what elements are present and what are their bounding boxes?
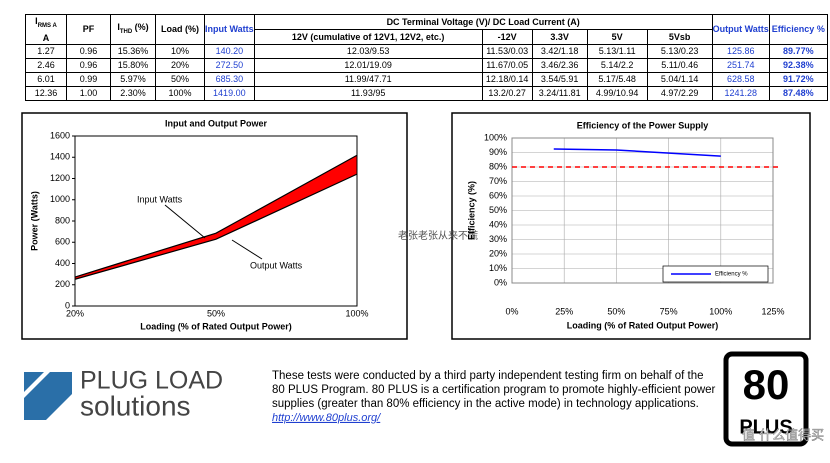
y-tick-label: 600 [55, 237, 70, 247]
y-tick-label: 40% [489, 219, 507, 229]
plot-frame [511, 137, 774, 284]
y-tick-label: 100% [484, 132, 507, 142]
y-tick-label: 50% [489, 205, 507, 215]
y-tick-label: 30% [489, 234, 507, 244]
data-table: IRMS A A PF ITHD (%) Load (%) Input Watts DC T… [25, 14, 828, 101]
header-row: IRMS A A PF ITHD (%) Load (%) Input Watts DC T… [25, 14, 828, 45]
table-row: 1.27 0.96 15.36% 10% 140.20 12.03/9.53 11.53/0… [25, 43, 828, 59]
table-row: 12.36 1.00 2.30% 100% 1419.00 11.93/95 13.2/0.… [25, 85, 828, 101]
x-tick-label: 0% [505, 306, 518, 316]
y-tick-label: 400 [55, 258, 70, 268]
legend-label: Efficiency % [715, 272, 748, 278]
y-tick-label: 20% [489, 248, 507, 258]
x-tick-label: 100% [345, 308, 368, 318]
y-tick-label: 70% [489, 176, 507, 186]
plot-frame [74, 135, 358, 307]
y-tick-label: 60% [489, 190, 507, 200]
y-axis-label: Power (Watts) [29, 191, 39, 251]
table-cell: 3.24/11.81 [531, 85, 588, 101]
x-tick-label: 25% [555, 306, 573, 316]
badge-text: PLUS [739, 416, 792, 438]
y-tick-label: 90% [489, 147, 507, 157]
footer-text: supplies (greater than 80% efficiency in… [272, 398, 699, 410]
header-sub: RMS A [37, 22, 57, 29]
badge-number: 80 [743, 361, 790, 408]
table-row: 6.01 0.99 5.97% 50% 685.30 11.99/47.71 12.18/0… [25, 71, 828, 87]
badge [723, 351, 809, 447]
table-cell: 13.2/0.27 [481, 85, 533, 101]
table-row: 2.46 0.96 15.80% 20% 272.50 12.01/19.09 11.67/… [25, 57, 828, 73]
x-axis-label: Loading (% of Rated Output Power) [140, 321, 292, 331]
y-tick-label: 1000 [50, 194, 70, 204]
footer-text: 80 PLUS Program. 80 PLUS is a certificat… [272, 384, 716, 396]
header-text: Output Watts [712, 24, 769, 35]
table-cell: 100% [155, 85, 205, 101]
arrow [231, 239, 263, 260]
series-line [74, 154, 358, 278]
y-axis-label: Efficiency (%) [466, 181, 476, 240]
y-tick-label: 1400 [50, 152, 70, 162]
header-text: Input Watts [205, 24, 254, 35]
chart-title: Efficiency of the Power Supply [577, 120, 709, 130]
header-text: PF [82, 24, 95, 35]
table-cell: 87.48% [768, 85, 828, 101]
x-tick-label: 75% [660, 306, 678, 316]
header-text: (%) [132, 22, 149, 32]
y-tick-label: 1600 [50, 130, 70, 140]
chart-title: Input and Output Power [165, 118, 267, 128]
annotation: Input Watts [137, 194, 183, 204]
link[interactable]: http://www.80plus.org/ [272, 412, 381, 424]
x-axis-label: Loading (% of Rated Output Power) [567, 320, 719, 330]
footer-text: These tests were conducted by a third pa… [272, 370, 704, 382]
logo [24, 372, 72, 420]
header-cell: IRMS A A [25, 14, 67, 45]
y-tick-label: 800 [55, 215, 70, 225]
panel [21, 112, 408, 340]
header-text: Efficiency % [771, 24, 825, 35]
y-tick-label: 0 [65, 300, 70, 310]
legend-box [662, 265, 769, 283]
logo-text: PLUG LOAD [80, 367, 223, 395]
series-line [74, 173, 358, 280]
header-text: Load (%) [161, 24, 199, 35]
x-tick-label: 50% [207, 308, 225, 318]
table-cell: 2.30% [110, 85, 156, 101]
table-cell: 1241.28 [711, 85, 770, 101]
y-tick-label: 0% [494, 277, 507, 287]
header-text: DC Terminal Voltage (V)/ DC Load Current… [386, 16, 580, 27]
header-text: I [117, 22, 120, 32]
series-line [553, 148, 721, 157]
x-tick-label: 125% [761, 306, 784, 316]
y-tick-label: 1200 [50, 173, 70, 183]
x-tick-label: 20% [66, 308, 84, 318]
y-tick-label: 80% [489, 161, 507, 171]
watermark: 老张老张从来不慌 [398, 229, 478, 242]
header-text: A [42, 32, 50, 43]
table-cell: 4.99/10.94 [586, 85, 648, 101]
annotation: Output Watts [250, 260, 303, 270]
y-tick-label: 200 [55, 279, 70, 289]
logo-text: solutions [80, 390, 191, 421]
header-sub: THD [119, 28, 133, 35]
x-tick-label: 100% [709, 306, 732, 316]
header-cell: Input Watts [204, 14, 255, 45]
header-text: I [35, 16, 38, 26]
y-tick-label: 10% [489, 263, 507, 273]
arrow [164, 204, 206, 239]
header-cell: ITHD (%) [110, 14, 156, 45]
x-tick-label: 50% [607, 306, 625, 316]
site-mark: 值 什么值得买 [742, 428, 824, 444]
